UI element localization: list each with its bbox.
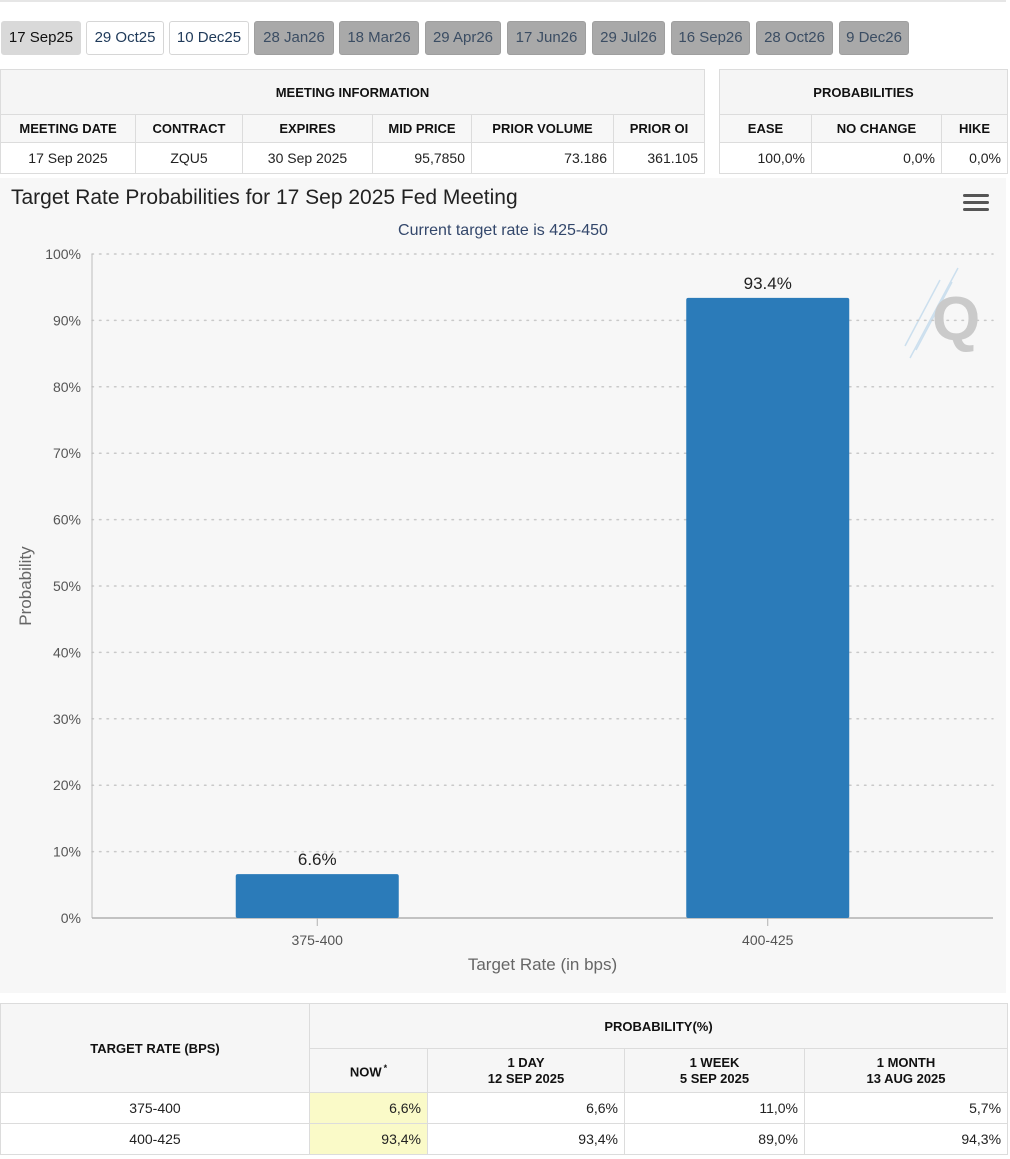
y-axis-title: Probability	[16, 546, 35, 626]
svg-text:Q: Q	[932, 285, 980, 354]
top-divider	[0, 0, 1006, 2]
hike-cell: 0,0%	[940, 142, 1009, 174]
bar	[235, 874, 399, 918]
col-header-now: NOW *	[309, 1048, 428, 1093]
col-header-probability: PROBABILITY(%)	[308, 1003, 1009, 1049]
chart-plot-area: Q 0% 10% 20% 30% 40% 50% 60% 70% 80% 90% 100% 375-4…	[16, 246, 994, 974]
table-row: 400-425 93,4% 93,4% 89,0% 94,3%	[0, 1123, 1009, 1155]
prior-volume-cell: 73.186	[471, 142, 614, 174]
now-cell: 93,4%	[309, 1123, 428, 1155]
col-header-expires: EXPIRES	[242, 114, 373, 143]
tab-meeting-3[interactable]: 10 Dec25	[169, 21, 249, 55]
x-tick-label: 400-425	[742, 932, 794, 948]
x-axis-title: Target Rate (in bps)	[468, 955, 617, 974]
data-label: 93.4%	[744, 274, 792, 293]
expires-cell: 30 Sep 2025	[242, 142, 373, 174]
col-header-1-week: 1 WEEK 5 SEP 2025	[624, 1048, 805, 1093]
quikstrike-logo-icon: Q	[904, 267, 980, 359]
col-header-1-day: 1 DAY 12 SEP 2025	[427, 1048, 625, 1093]
y-tick-label: 50%	[53, 578, 81, 594]
col-header-mid-price: MID PRICE	[372, 114, 472, 143]
tab-meeting-7[interactable]: 17 Jun26	[507, 21, 586, 55]
1-month-cell: 5,7%	[803, 1092, 1009, 1124]
y-tick-label: 0%	[61, 910, 81, 926]
1-week-cell: 11,0%	[624, 1092, 805, 1124]
table-row: 375-400 6,6% 6,6% 11,0% 5,7%	[0, 1092, 1009, 1124]
col-header-no-change: NO CHANGE	[811, 114, 942, 143]
y-tick-label: 20%	[53, 777, 81, 793]
tab-meeting-4[interactable]: 28 Jan26	[254, 21, 334, 55]
now-cell: 6,6%	[309, 1092, 428, 1124]
target-rate-chart: Target Rate Probabilities for 17 Sep 202…	[0, 178, 1006, 993]
meeting-tabs: 17 Sep25 29 Oct25 10 Dec25 28 Jan26 18 M…	[0, 21, 1010, 56]
mid-price-cell: 95,7850	[372, 142, 472, 174]
y-tick-label: 40%	[53, 644, 81, 660]
meeting-information-header: MEETING INFORMATION	[0, 69, 705, 115]
col-header-target-rate: TARGET RATE (BPS)	[0, 1003, 310, 1093]
chart-subtitle: Current target rate is 425-450	[398, 222, 608, 239]
col-header-1-month: 1 MONTH 13 AUG 2025	[803, 1048, 1009, 1093]
tab-meeting-9[interactable]: 16 Sep26	[671, 21, 750, 55]
y-tick-label: 70%	[53, 445, 81, 461]
y-tick-label: 30%	[53, 711, 81, 727]
tab-meeting-6[interactable]: 29 Apr26	[425, 21, 501, 55]
1-month-cell: 94,3%	[803, 1123, 1009, 1155]
meeting-information-table: MEETING INFORMATION MEETING DATE CONTRAC…	[0, 69, 705, 174]
col-header-contract: CONTRACT	[135, 114, 243, 143]
ease-cell: 100,0%	[719, 142, 812, 174]
1-day-cell: 93,4%	[427, 1123, 625, 1155]
bar	[686, 297, 850, 919]
y-tick-label: 60%	[53, 512, 81, 528]
probabilities-table: PROBABILITIES EASE NO CHANGE HIKE 100,0%…	[718, 69, 1009, 174]
col-header-prior-oi: PRIOR OI	[613, 114, 705, 143]
contract-cell: ZQU5	[135, 142, 243, 174]
rate-cell: 375-400	[0, 1092, 310, 1124]
col-header-meeting-date: MEETING DATE	[0, 114, 136, 143]
tab-meeting-10[interactable]: 28 Oct26	[756, 21, 833, 55]
tab-meeting-11[interactable]: 9 Dec26	[839, 21, 909, 55]
data-label: 6.6%	[298, 850, 337, 869]
col-header-hike: HIKE	[940, 114, 1009, 143]
y-tick-label: 100%	[45, 246, 81, 262]
chart-menu-icon[interactable]	[963, 194, 989, 216]
chart-title: Target Rate Probabilities for 17 Sep 202…	[11, 186, 518, 209]
tab-meeting-8[interactable]: 29 Jul26	[592, 21, 665, 55]
y-tick-label: 80%	[53, 379, 81, 395]
prior-oi-cell: 361.105	[613, 142, 705, 174]
tab-meeting-5[interactable]: 18 Mar26	[339, 21, 419, 55]
meeting-date-cell: 17 Sep 2025	[0, 142, 136, 174]
no-change-cell: 0,0%	[811, 142, 942, 174]
probabilities-header: PROBABILITIES	[718, 69, 1009, 115]
tab-meeting-1[interactable]: 17 Sep25	[1, 21, 81, 55]
col-header-prior-volume: PRIOR VOLUME	[471, 114, 614, 143]
1-week-cell: 89,0%	[624, 1123, 805, 1155]
1-day-cell: 6,6%	[427, 1092, 625, 1124]
y-tick-label: 10%	[53, 844, 81, 860]
x-tick-label: 375-400	[292, 932, 344, 948]
probability-history-table: TARGET RATE (BPS) PROBABILITY(%) NOW * 1 …	[0, 1003, 1009, 1155]
rate-cell: 400-425	[0, 1123, 310, 1155]
y-tick-label: 90%	[53, 312, 81, 328]
col-header-ease: EASE	[719, 114, 812, 143]
tab-meeting-2[interactable]: 29 Oct25	[86, 21, 164, 55]
